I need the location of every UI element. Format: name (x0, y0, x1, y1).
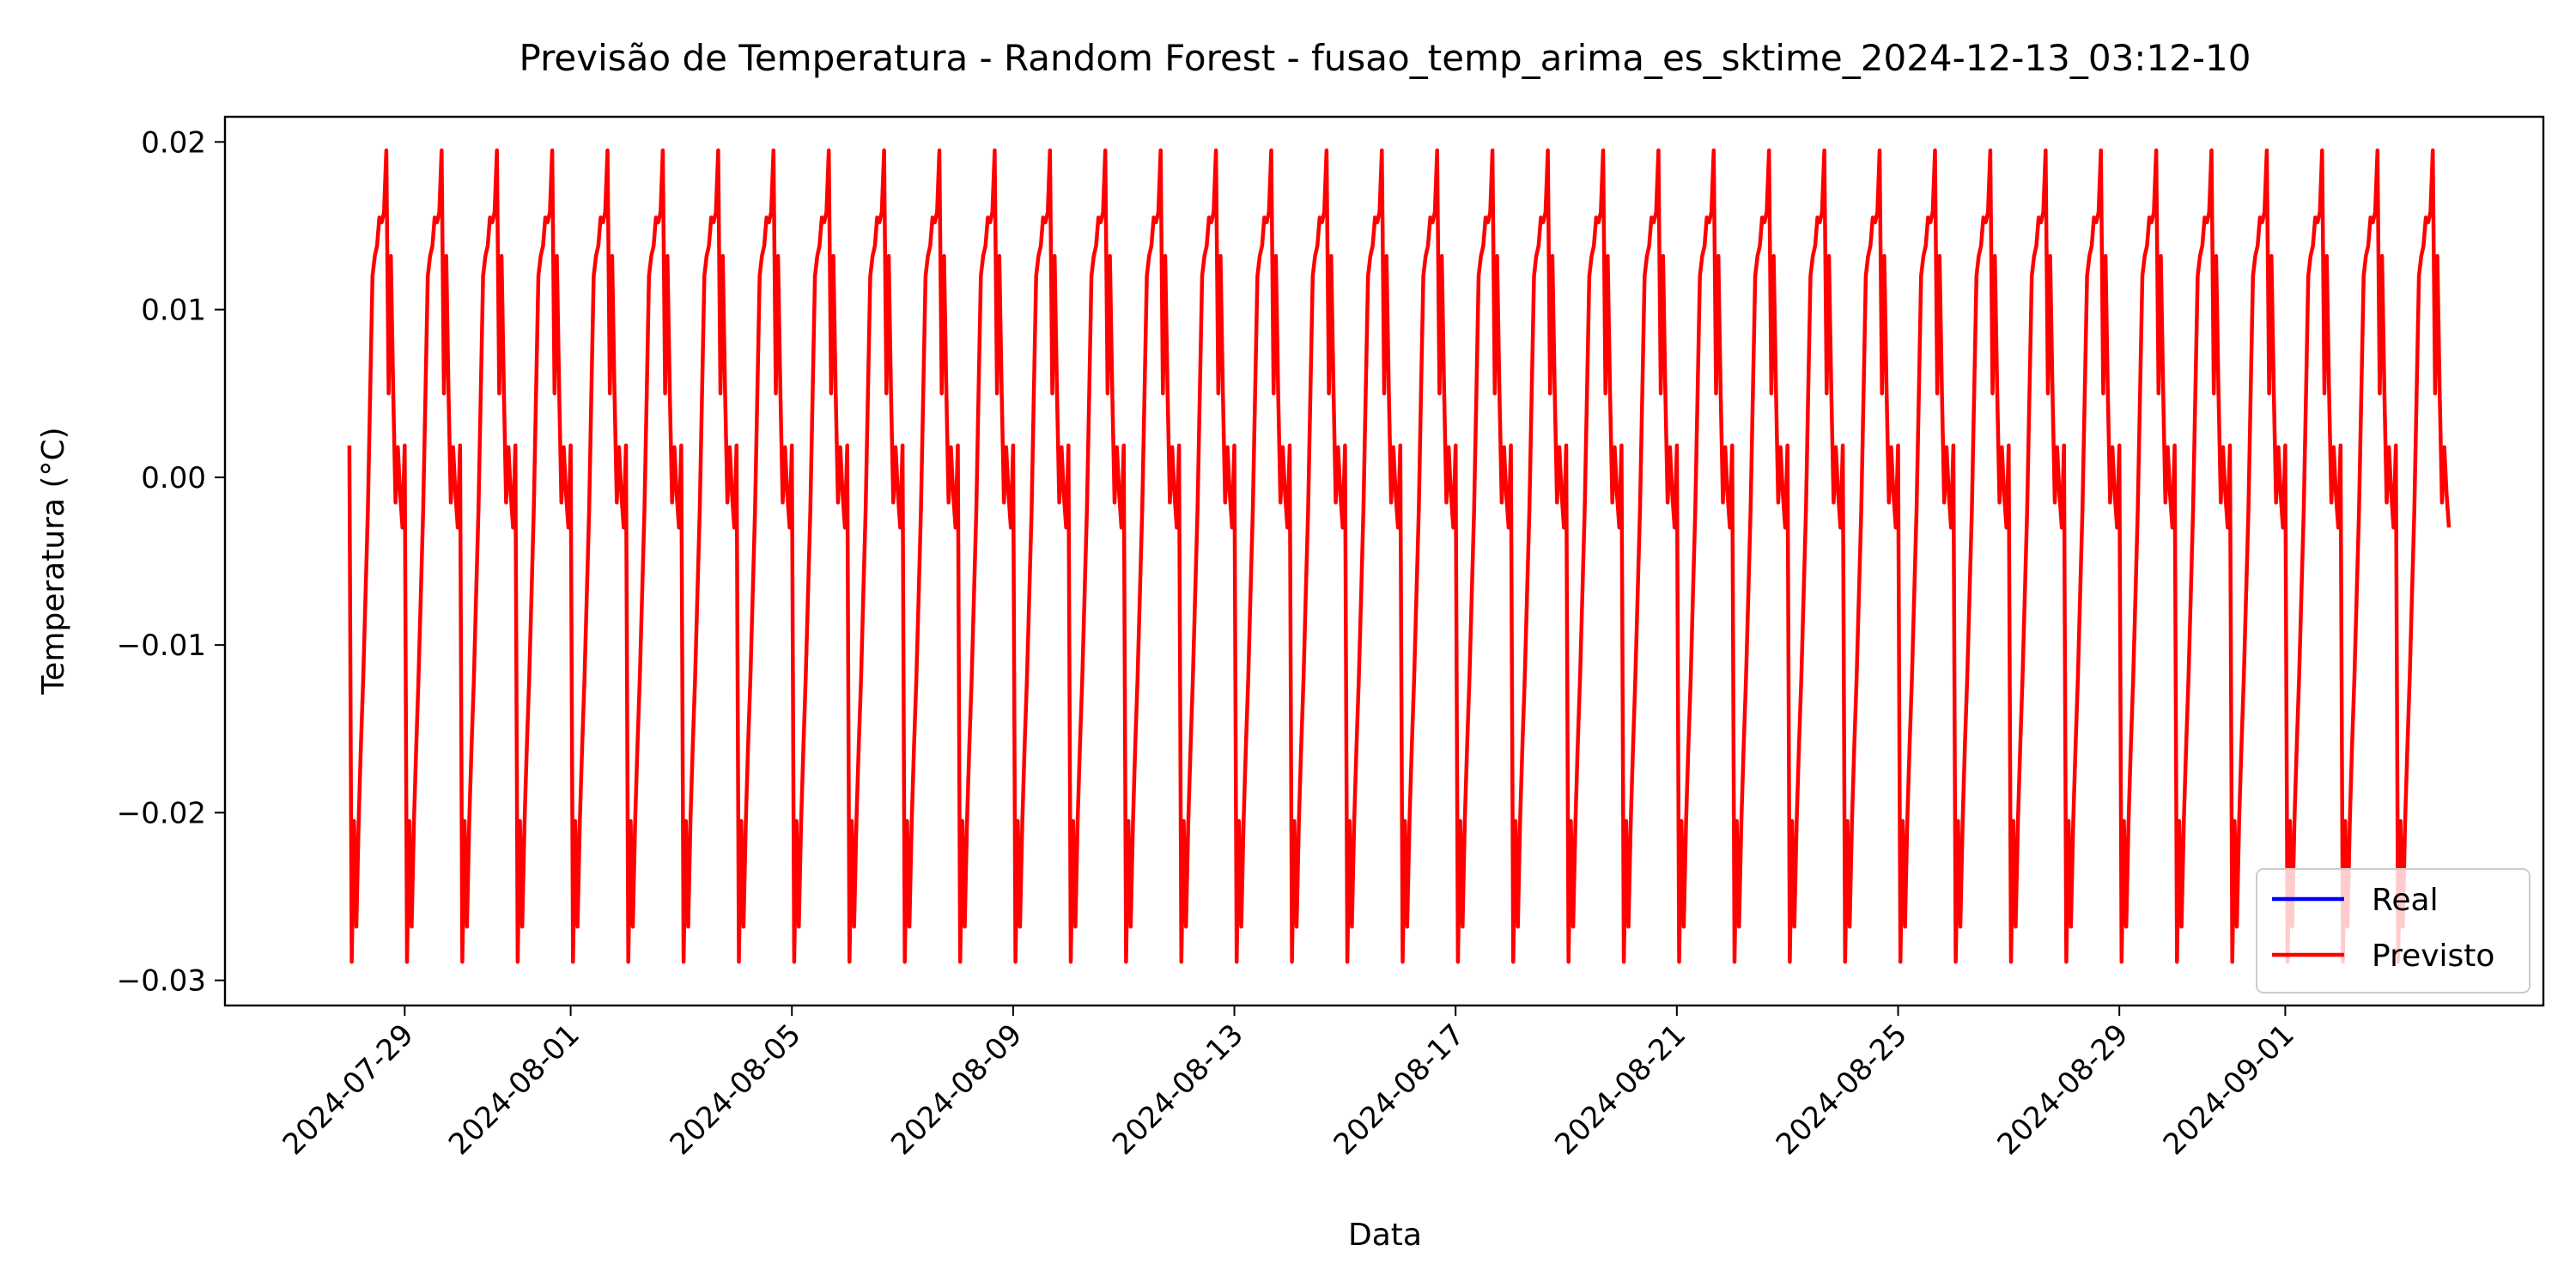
series-layer (347, 148, 2451, 964)
chart-title: Previsão de Temperatura - Random Forest … (519, 37, 2251, 79)
legend-label-real: Real (2372, 883, 2439, 918)
legend-label-previsto: Previsto (2372, 939, 2494, 974)
y-tick-label: 0.00 (141, 461, 206, 495)
y-tick-label: 0.02 (141, 125, 206, 160)
y-tick-label: 0.01 (141, 294, 206, 328)
series-line-previsto (347, 148, 2451, 964)
y-axis-label: Temperatura (°C) (36, 427, 71, 695)
y-tick-label: −0.01 (117, 629, 206, 663)
x-axis-label: Data (1348, 1218, 1422, 1253)
y-tick-label: −0.03 (117, 964, 206, 999)
y-tick-label: −0.02 (117, 796, 206, 830)
plot-frame (223, 115, 2545, 1007)
legend: Real Previsto (2256, 868, 2530, 993)
y-axis-ticks: 0.02 0.01 0.00 −0.01 −0.02 −0.03 (117, 125, 225, 999)
